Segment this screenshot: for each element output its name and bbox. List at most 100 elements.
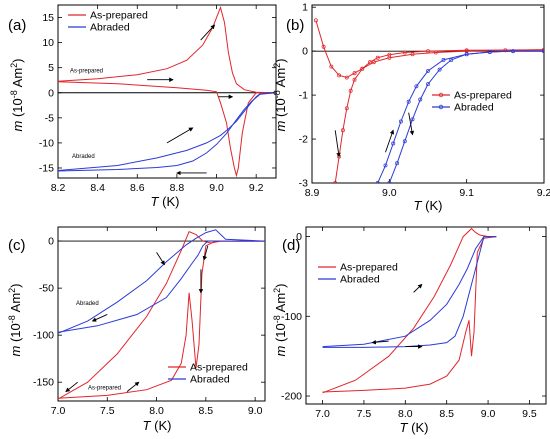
data-marker	[321, 44, 326, 49]
curve-annotation: Abraded	[76, 301, 99, 307]
data-marker	[410, 52, 415, 57]
direction-arrow	[65, 381, 78, 393]
panel-b: 8.9 9.0 9.1 9.2 -3 -2 -1 0 1 T (K) m (10-8 Am2) (b)…	[272, 2, 550, 213]
y-tick-label: 5	[48, 62, 54, 74]
y-axis-label: m (10-8 Am2)	[272, 58, 288, 131]
curve-annotation: Abraded	[72, 154, 95, 160]
y-tick-label: -15	[39, 162, 54, 174]
data-marker	[352, 77, 357, 82]
x-axis-label: T (K)	[151, 194, 180, 209]
x-tick-label: 8.0	[398, 408, 413, 420]
plot-frame	[57, 4, 277, 179]
x-tick-label: 9.1	[459, 187, 474, 199]
legend-label: Abraded	[190, 374, 230, 386]
data-marker	[418, 97, 423, 102]
x-tick-label: 7.5	[357, 408, 372, 420]
y-tick-label: -3	[299, 178, 308, 190]
y-tick-label: 1	[302, 2, 308, 14]
data-marker	[511, 49, 516, 54]
legend-label: As-prepared	[454, 90, 512, 102]
abraded-curve	[322, 236, 497, 348]
legend-label: Abraded	[454, 102, 494, 114]
y-tick-label: -100	[33, 330, 54, 342]
y-tick-label: -1	[299, 90, 308, 102]
x-tick-label: 8.5	[199, 405, 214, 417]
legend-label: As-prepared	[90, 10, 148, 22]
data-marker	[313, 18, 318, 23]
x-tick-label: 9.5	[522, 408, 537, 420]
y-tick-label: -150	[33, 377, 54, 389]
y-axis-label: m (10-8 Am2)	[9, 58, 25, 131]
plot-frame	[311, 4, 545, 184]
data-marker	[375, 181, 380, 183]
y-tick-label: 15	[42, 12, 54, 24]
data-marker	[426, 68, 430, 73]
x-axis-label: T (K)	[414, 198, 443, 213]
x-tick-label: 7.0	[315, 408, 330, 420]
y-tick-label: 10	[42, 37, 54, 49]
x-tick-label: 9.2	[537, 187, 550, 199]
direction-arrow	[385, 129, 395, 153]
y-tick-label: -10	[39, 137, 54, 149]
data-marker	[375, 55, 380, 60]
legend-marker	[438, 104, 444, 110]
x-tick-label: 8.2	[51, 182, 66, 194]
data-marker	[344, 106, 349, 111]
as-prepared-curve	[58, 5, 276, 94]
as-prepared-curve	[322, 227, 497, 394]
data-marker	[542, 47, 544, 52]
as-prepared-curve	[58, 240, 265, 399]
x-tick-label: 8.0	[149, 405, 164, 417]
x-tick-label: 8.6	[130, 182, 145, 194]
data-marker	[410, 117, 415, 122]
direction-arrow	[166, 127, 194, 144]
x-axis-label: T (K)	[400, 420, 429, 435]
data-marker	[487, 50, 492, 54]
data-marker	[333, 181, 338, 183]
data-marker	[426, 82, 430, 87]
direction-arrow	[156, 252, 165, 266]
legend-marker	[438, 92, 444, 98]
x-tick-label: 7.5	[100, 405, 115, 417]
x-tick-label: 9.0	[248, 405, 263, 417]
y-axis-label: m (10-8 Am2)	[7, 283, 23, 356]
data-marker	[449, 57, 454, 62]
legend-label: Abraded	[90, 22, 130, 34]
data-marker	[437, 67, 442, 72]
data-marker	[348, 88, 353, 93]
plot-frame	[57, 226, 266, 402]
data-marker	[464, 52, 469, 57]
y-tick-label: -100	[281, 311, 302, 323]
x-tick-label: 9.0	[382, 187, 397, 199]
y-tick-label: -5	[45, 112, 54, 124]
abraded-curve	[322, 236, 497, 348]
plot-frame	[305, 226, 547, 405]
data-marker	[395, 161, 400, 166]
panel-a: 8.2 8.4 8.6 8.8 9.0 9.2 -15 -10 -5 0 5 10 15 T (K) m (…	[8, 4, 277, 209]
data-marker	[340, 128, 345, 133]
data-marker	[398, 119, 403, 124]
curve-annotation: As-prepared	[88, 386, 121, 392]
data-marker	[402, 50, 407, 55]
legend-label: As-prepared	[190, 362, 248, 374]
data-marker	[368, 60, 372, 65]
data-marker	[344, 75, 349, 80]
data-marker	[406, 99, 411, 104]
direction-arrow	[126, 381, 140, 392]
data-marker	[414, 84, 419, 89]
data-marker	[352, 71, 357, 76]
data-marker	[371, 60, 376, 65]
y-axis-label: m (10-8 Am2)	[272, 283, 288, 356]
direction-arrow	[371, 340, 389, 345]
y-tick-label: -50	[39, 283, 54, 295]
x-axis-label: T (K)	[143, 418, 172, 433]
data-marker	[383, 163, 388, 168]
x-tick-label: 8.4	[90, 182, 105, 194]
as-prepared-curve	[58, 231, 265, 400]
abraded-curve	[58, 240, 265, 333]
data-marker	[464, 48, 469, 53]
x-tick-label: 9.2	[249, 182, 264, 194]
